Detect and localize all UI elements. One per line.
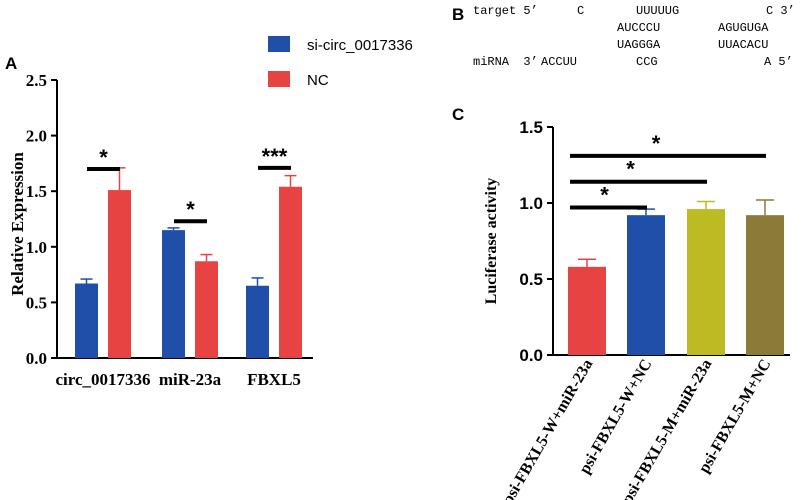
y-tick-label: 0.0 (519, 346, 543, 365)
sequence-fragment: UUUUUG (636, 4, 679, 18)
chart-c-significance: * * * (570, 131, 766, 210)
bar (75, 283, 98, 358)
panel-label-c: C (452, 105, 464, 124)
bar (195, 261, 218, 358)
sequence-fragment: UUACACU (718, 38, 768, 52)
sequence-row-label: miRNA 3’ (473, 55, 538, 69)
bar (108, 190, 131, 358)
sequence-fragment: C 3’ (766, 4, 795, 18)
bar (246, 285, 269, 358)
panel-label-a: A (5, 54, 17, 73)
legend-swatch (268, 71, 290, 87)
y-tick-label: 0.0 (26, 349, 47, 368)
sequence-fragment: CCG (636, 55, 658, 69)
bar (279, 186, 302, 358)
y-axis-label: Luciferase activity (483, 178, 500, 305)
chart-a-axes: 0.0 0.5 1.0 1.5 2.0 2.5 (26, 71, 313, 368)
significance-label: *** (262, 144, 288, 169)
chart-c-bars (568, 199, 784, 355)
significance-label: * (186, 197, 195, 222)
chart-c: 0.0 0.5 1.0 1.5 * * * Luciferase activity psi-… (483, 118, 790, 500)
bar (746, 215, 784, 355)
chart-a: 0.00.51.01.52.02.5 ***** Relative Expres… (8, 36, 413, 389)
sequence-alignment: target 5’ C UUUUUG C 3’ AUCCCU AGUGUGA UAGGGA U… (473, 4, 795, 69)
y-tick-label: 1.5 (519, 118, 543, 137)
significance-label: * (652, 131, 661, 156)
chart-a-legend: si-circ_0017336 NC (268, 36, 413, 89)
chart-a-labels: Relative Expression circ_0017336 miR-23a FB… (8, 152, 301, 389)
y-axis-label: Relative Expression (8, 152, 27, 296)
sequence-fragment: AGUGUGA (718, 21, 769, 35)
x-tick-label: miR-23a (159, 370, 222, 389)
legend-swatch (268, 36, 290, 52)
sequence-fragment: C (577, 4, 584, 18)
sequence-row-label: target 5’ (473, 4, 538, 18)
sequence-fragment: UAGGGA (617, 38, 661, 52)
legend-label: NC (307, 72, 329, 89)
y-tick-label: 0.5 (26, 293, 47, 312)
y-tick-label: 1.5 (26, 182, 47, 201)
chart-c-axes: 0.0 0.5 1.0 1.5 (519, 118, 790, 365)
y-tick-label: 1.0 (519, 194, 543, 213)
bar (627, 215, 665, 355)
legend-label: si-circ_0017336 (307, 37, 413, 54)
significance-label: * (626, 157, 635, 182)
panel-label-b: B (452, 5, 464, 24)
x-tick-label: FBXL5 (247, 370, 301, 389)
bar (162, 230, 185, 358)
y-tick-label: 0.5 (519, 270, 543, 289)
bar (568, 266, 606, 355)
sequence-fragment: AUCCCU (617, 21, 660, 35)
bar (687, 209, 725, 355)
sequence-fragment: ACCUU (541, 55, 577, 69)
chart-a-significance: ***** (87, 144, 291, 224)
x-tick-label: circ_0017336 (55, 370, 150, 389)
chart-a-bars (75, 167, 302, 358)
significance-label: * (600, 183, 609, 208)
y-tick-label: 2.5 (26, 71, 47, 90)
y-tick-label: 2.0 (26, 127, 47, 146)
significance-label: * (99, 145, 108, 170)
x-tick-label: psi-FBXL5-W+miR-23a (499, 357, 596, 500)
y-tick-label: 1.0 (26, 238, 47, 257)
sequence-fragment: A 5’ (764, 55, 793, 69)
